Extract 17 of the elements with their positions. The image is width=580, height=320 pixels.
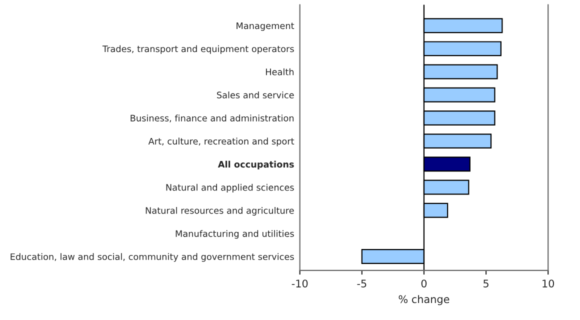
- x-tick-label: -5: [357, 280, 366, 288]
- x-tick-label: 5: [484, 280, 488, 288]
- y-tick-label: Trades, transport and equipment operators: [102, 45, 294, 54]
- y-tick-label: Health: [266, 68, 294, 76]
- y-tick-label: Natural resources and agriculture: [146, 206, 294, 216]
- y-tick-label: Education, law and social, community and government services: [10, 253, 294, 262]
- y-tick-label: Manufacturing and utilities: [176, 230, 294, 239]
- y-tick-label: All occupations: [218, 160, 294, 170]
- y-tick-label: Art, culture, recreation and sport: [148, 138, 294, 146]
- y-tick-label: Management: [236, 22, 294, 31]
- x-tick-label: 10: [542, 280, 554, 288]
- y-tick-label: Sales and service: [217, 91, 294, 98]
- x-tick-label: -10: [292, 280, 308, 288]
- x-tick-label: 0: [421, 280, 427, 288]
- x-axis-title: % change: [398, 295, 450, 306]
- y-tick-label: Natural and applied sciences: [166, 184, 294, 192]
- y-tick-label: Business, finance and administration: [130, 114, 294, 122]
